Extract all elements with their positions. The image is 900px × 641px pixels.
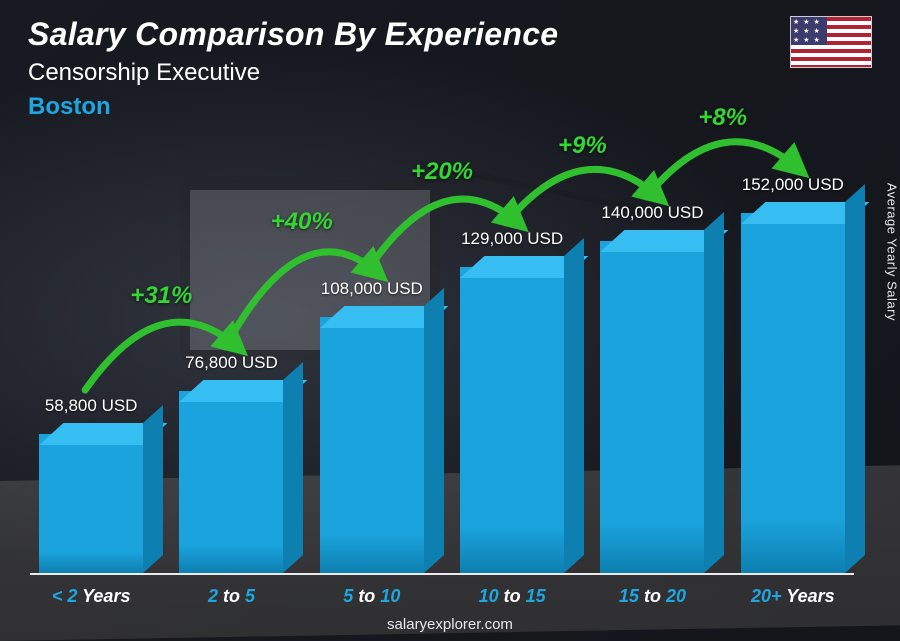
x-axis-label: 15 to 20 bbox=[591, 586, 713, 607]
bar-column: 140,000 USD bbox=[591, 241, 713, 573]
x-axis-label: 2 to 5 bbox=[170, 586, 292, 607]
bar-column: 108,000 USD bbox=[311, 317, 433, 573]
bar-value-label: 58,800 USD bbox=[11, 396, 171, 416]
bar bbox=[320, 317, 424, 573]
bar-column: 58,800 USD bbox=[30, 434, 152, 573]
bar bbox=[600, 241, 704, 573]
bar bbox=[460, 267, 564, 573]
bar-column: 129,000 USD bbox=[451, 267, 573, 573]
x-axis-label: 20+ Years bbox=[732, 586, 854, 607]
bar-column: 152,000 USD bbox=[732, 213, 854, 573]
x-axis-label: 5 to 10 bbox=[311, 586, 433, 607]
x-axis: < 2 Years 2 to 5 5 to 10 10 to 15 15 to 20 20… bbox=[30, 586, 854, 607]
title-subtitle: Censorship Executive bbox=[28, 59, 558, 87]
bar bbox=[39, 434, 143, 573]
bar-value-label: 108,000 USD bbox=[292, 279, 452, 299]
x-axis-label: 10 to 15 bbox=[451, 586, 573, 607]
chart-baseline bbox=[30, 573, 854, 575]
title-location: Boston bbox=[28, 93, 558, 121]
bar-value-label: 152,000 USD bbox=[713, 175, 873, 195]
bar-chart: 58,800 USD76,800 USD108,000 USD129,000 U… bbox=[30, 150, 854, 573]
bar-value-label: 140,000 USD bbox=[572, 203, 732, 223]
x-axis-label: < 2 Years bbox=[30, 586, 152, 607]
bar-value-label: 76,800 USD bbox=[151, 353, 311, 373]
title-main: Salary Comparison By Experience bbox=[28, 16, 558, 53]
bar bbox=[741, 213, 845, 573]
header: Salary Comparison By Experience Censorsh… bbox=[28, 16, 872, 121]
bar-column: 76,800 USD bbox=[170, 391, 292, 573]
bar bbox=[179, 391, 283, 573]
footer-credit: salaryexplorer.com bbox=[0, 616, 900, 633]
flag-icon bbox=[790, 16, 872, 68]
y-axis-label: Average Yearly Salary bbox=[885, 182, 900, 320]
bar-value-label: 129,000 USD bbox=[432, 229, 592, 249]
